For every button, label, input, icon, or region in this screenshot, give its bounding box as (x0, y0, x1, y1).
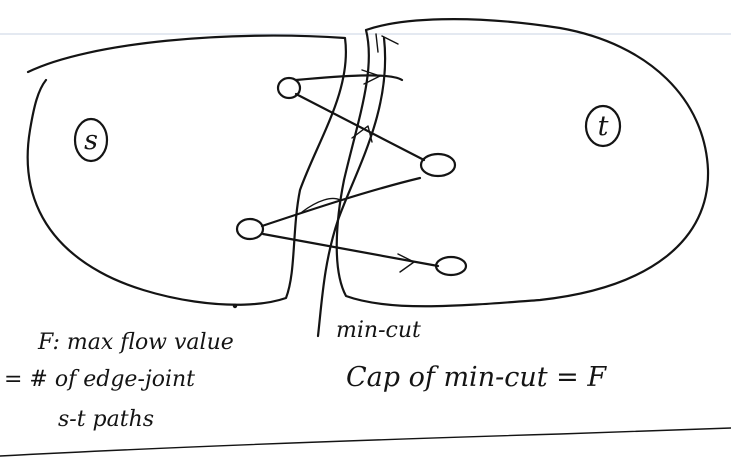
edge-lower-to-middle-arrow (301, 197, 341, 213)
sink-node-label: t (598, 111, 609, 142)
min-cut-curve (316, 36, 387, 338)
edge-upper-to-middle (294, 92, 426, 162)
edge-upper-horizontal (294, 74, 404, 82)
edge-upper-to-middle-arrow (351, 125, 373, 143)
source-node-circle (73, 117, 109, 163)
ink-dot (232, 303, 238, 309)
source-region-blob (26, 34, 348, 306)
sink-node-circle (584, 104, 622, 148)
left-node-lower (235, 217, 265, 241)
bottom-divider (0, 427, 731, 457)
min-cut-tick (375, 33, 399, 53)
source-node-label: s (84, 125, 98, 156)
sink-region-blob (335, 18, 710, 308)
edge-upper-arrow (361, 69, 381, 85)
edge-disjoint-paths-note-line2: s-t paths (58, 407, 154, 432)
right-node-middle (419, 152, 457, 178)
edge-disjoint-paths-note-line1: = # of edge-joint (4, 367, 195, 392)
min-cut-label: min-cut (336, 318, 421, 343)
cut-capacity-note: Cap of min-cut = F (346, 362, 607, 393)
flow-definition-note: F: max flow value (37, 330, 234, 355)
right-node-lower (434, 255, 468, 277)
edge-lower-arrow (397, 253, 415, 273)
edge-lower-to-right-lower (261, 232, 440, 268)
left-node-upper (276, 76, 302, 100)
